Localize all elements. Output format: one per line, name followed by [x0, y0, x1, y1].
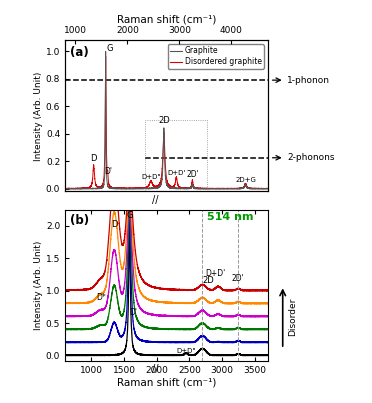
X-axis label: Raman shift (cm⁻¹): Raman shift (cm⁻¹): [117, 377, 216, 387]
Text: //: //: [152, 364, 158, 374]
Text: D+D': D+D': [168, 170, 186, 176]
Y-axis label: Intensity (Arb. Unit): Intensity (Arb. Unit): [34, 241, 43, 330]
Y-axis label: Intensity (Arb. Unit): Intensity (Arb. Unit): [34, 71, 43, 160]
Text: D: D: [90, 154, 97, 163]
Legend: Graphite, Disordered graphite: Graphite, Disordered graphite: [168, 44, 264, 69]
Text: Disorder: Disorder: [288, 298, 297, 337]
Bar: [145, 120, 207, 191]
Text: 2-phonons: 2-phonons: [287, 153, 335, 162]
Text: 2D+G: 2D+G: [235, 177, 256, 183]
Text: (b): (b): [70, 214, 89, 227]
Text: 514 nm: 514 nm: [207, 212, 254, 222]
Text: G: G: [106, 44, 113, 53]
Text: D+D': D+D': [205, 269, 226, 278]
Text: D+D": D+D": [142, 174, 161, 180]
Text: D: D: [111, 220, 118, 229]
Text: D': D': [104, 167, 112, 176]
Text: D+D": D+D": [176, 348, 196, 354]
Text: 2D': 2D': [187, 170, 199, 179]
Text: D': D': [129, 307, 137, 317]
Text: G: G: [126, 211, 133, 220]
Text: 2D: 2D: [202, 276, 214, 285]
Text: //: //: [152, 195, 158, 205]
Text: 1-phonon: 1-phonon: [287, 76, 330, 85]
Text: D*: D*: [96, 293, 106, 302]
Text: (a): (a): [70, 46, 89, 59]
X-axis label: Raman shift (cm⁻¹): Raman shift (cm⁻¹): [117, 14, 216, 24]
Text: 2D': 2D': [232, 274, 245, 283]
Text: 2D: 2D: [158, 116, 170, 125]
